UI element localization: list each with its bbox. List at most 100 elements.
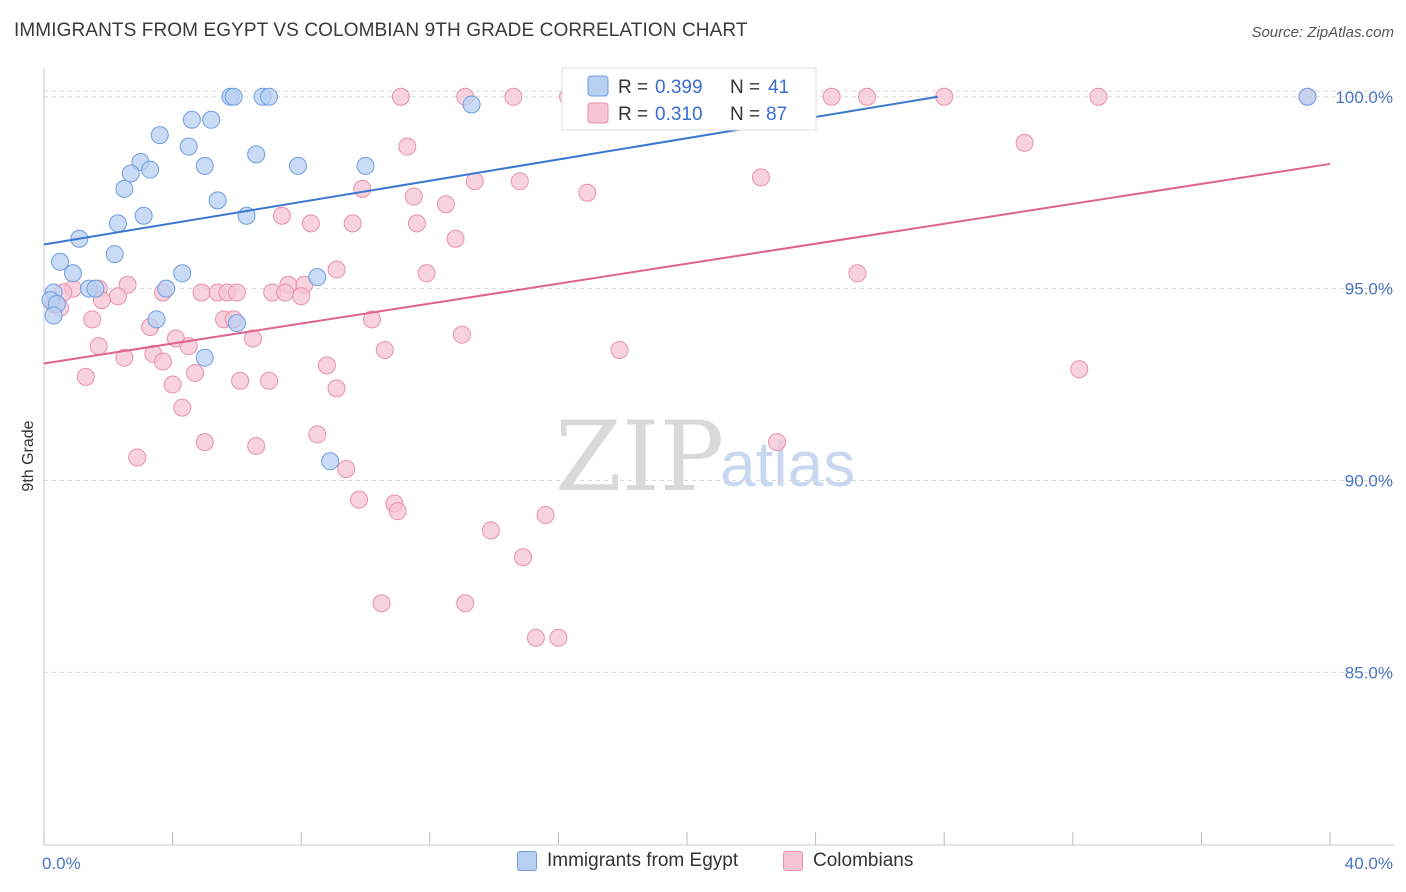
colombians-trend-line (43, 162, 1331, 365)
x-tick-labels: 0.0% 40.0% (42, 832, 1393, 873)
y-tick-label-95: 95.0% (1345, 280, 1393, 299)
egypt-point-27 (173, 264, 192, 283)
watermark-atlas: atlas (720, 428, 855, 500)
legend-n-label-colombians: N = (730, 104, 760, 125)
axes (43, 68, 1394, 846)
colombians-point-72 (768, 433, 787, 452)
egypt-point-32 (157, 279, 176, 298)
egypt-point-7 (150, 126, 169, 145)
colombians-point-70 (195, 433, 214, 452)
colombians-point-74 (337, 459, 356, 478)
colombians-point-19 (272, 206, 291, 225)
colombians-point-53 (89, 337, 108, 356)
y-tick-labels: 85.0% 90.0% 95.0% 100.0% (1335, 88, 1393, 683)
watermark-zip: ZIP (555, 401, 724, 513)
colombians-point-10 (398, 137, 417, 156)
egypt-point-10 (202, 110, 221, 129)
colombians-point-41 (108, 287, 127, 306)
egypt-point-17 (141, 160, 160, 179)
x-tick-label-max: 40.0% (1345, 854, 1393, 873)
colombians-point-17 (404, 187, 423, 206)
source-label: Source: ZipAtlas.com (1251, 24, 1394, 41)
legend-n-value-egypt: 41 (768, 77, 789, 98)
colombians-point-8 (1089, 87, 1108, 106)
egypt-point-13 (288, 156, 307, 175)
colombians-point-61 (1070, 360, 1089, 379)
legend-r-label-egypt: R = (618, 77, 648, 98)
egypt-point-22 (108, 214, 127, 233)
legend-n-label-egypt: N = (730, 77, 760, 98)
colombians-point-83 (526, 628, 545, 647)
colombians-point-50 (452, 325, 471, 344)
legend-label-colombians: Colombians (813, 850, 914, 871)
colombians-point-21 (343, 214, 362, 233)
legend-label-egypt: Immigrants from Egypt (547, 850, 739, 871)
colombians-point-68 (173, 398, 192, 417)
legend-swatch-egypt-bottom (517, 851, 537, 871)
colombians-point-18 (436, 195, 455, 214)
x-tick-label-min: 0.0% (42, 854, 81, 873)
colombians-point-79 (481, 521, 500, 540)
colombians-point-25 (417, 264, 436, 283)
colombians-point-55 (375, 341, 394, 360)
colombians-point-73 (128, 448, 147, 467)
colombians-point-16 (578, 183, 597, 202)
colombians-point-78 (536, 506, 555, 525)
egypt-point-19 (208, 191, 227, 210)
egypt-point-3 (260, 87, 279, 106)
colombians-point-45 (83, 310, 102, 329)
colombians-point-52 (243, 329, 262, 348)
bottom-legend: Immigrants from Egypt Colombians (0, 850, 1406, 880)
colombians-point-23 (446, 229, 465, 248)
egypt-point-24 (105, 245, 124, 264)
colombians-point-71 (247, 436, 266, 455)
egypt-point-39 (321, 452, 340, 471)
legend-r-value-colombians: 0.310 (655, 104, 703, 125)
colombians-point-6 (858, 87, 877, 106)
y-axis-label: 9th Grade (20, 420, 37, 491)
egypt-point-14 (356, 156, 375, 175)
egypt-point-11 (247, 145, 266, 164)
egypt-point-36 (147, 310, 166, 329)
colombians-point-48 (362, 310, 381, 329)
colombians-point-56 (610, 341, 629, 360)
egypt-point-20 (134, 206, 153, 225)
colombians-point-69 (308, 425, 327, 444)
colombians-point-7 (935, 87, 954, 106)
colombians-points (44, 87, 1317, 647)
colombians-point-67 (327, 379, 346, 398)
legend-r-value-egypt: 0.399 (655, 77, 703, 98)
colombians-point-66 (163, 375, 182, 394)
egypt-point-9 (182, 110, 201, 129)
egypt-point-25 (51, 252, 70, 271)
colombians-point-15 (353, 179, 372, 198)
colombians-point-11 (1015, 133, 1034, 152)
colombians-point-80 (514, 548, 533, 567)
colombians-point-2 (504, 87, 523, 106)
colombians-point-5 (822, 87, 841, 106)
watermark: ZIP atlas (555, 401, 855, 513)
y-tick-label-85: 85.0% (1345, 663, 1393, 682)
colombians-point-65 (260, 371, 279, 390)
egypt-point-4 (462, 95, 481, 114)
legend-swatch-colombians-bottom (783, 851, 803, 871)
colombians-point-22 (407, 214, 426, 233)
egypt-point-26 (63, 264, 82, 283)
colombians-point-34 (192, 283, 211, 302)
colombians-point-64 (231, 371, 250, 390)
egypt-point-28 (308, 268, 327, 287)
colombians-point-0 (391, 87, 410, 106)
legend-item-colombians: Colombians (783, 850, 913, 872)
colombians-point-40 (292, 287, 311, 306)
colombians-point-63 (76, 367, 95, 386)
legend-swatch-colombians (587, 102, 609, 124)
egypt-point-18 (115, 179, 134, 198)
y-tick-label-100: 100.0% (1335, 88, 1393, 107)
colombians-point-75 (350, 490, 369, 509)
y-tick-label-90: 90.0% (1345, 471, 1393, 490)
chart-title: IMMIGRANTS FROM EGYPT VS COLOMBIAN 9TH G… (14, 20, 748, 41)
egypt-point-37 (227, 314, 246, 333)
egypt-point-38 (195, 348, 214, 367)
egypt-point-12 (195, 156, 214, 175)
